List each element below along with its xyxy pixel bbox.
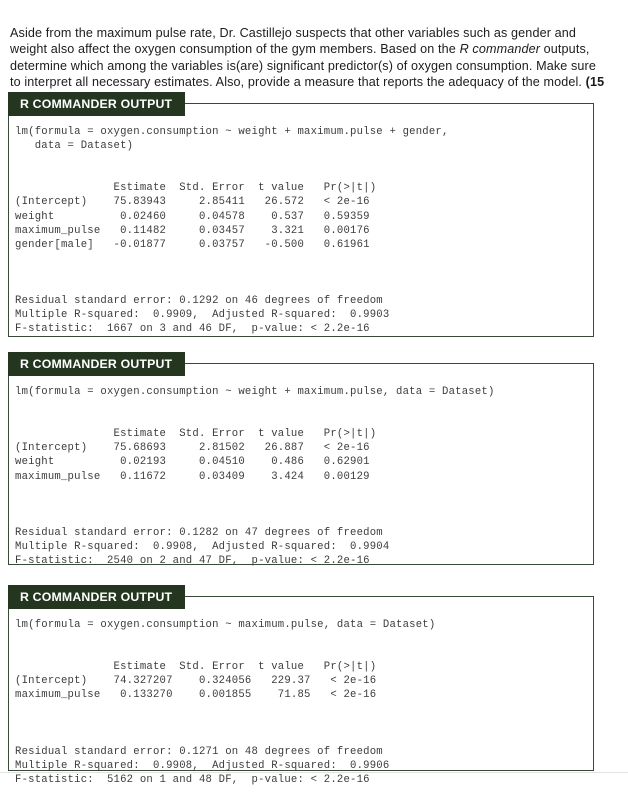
question-text-part-2: outputs, determine which among the varia…	[10, 42, 597, 90]
question-emphasis-r-commander: R commander	[459, 42, 541, 57]
output-frame-1: lm(formula = oxygen.consumption ~ weight…	[8, 103, 594, 337]
output-frame-2: lm(formula = oxygen.consumption ~ weight…	[8, 363, 594, 567]
page-bottom-rule	[0, 772, 628, 773]
output-badge-3: R COMMANDER OUTPUT	[8, 585, 186, 609]
output-frame-3: lm(formula = oxygen.consumption ~ maximu…	[8, 596, 594, 786]
output-text-3: lm(formula = oxygen.consumption ~ maximu…	[15, 619, 436, 787]
output-badge-1: R COMMANDER OUTPUT	[8, 92, 186, 116]
output-badge-2: R COMMANDER OUTPUT	[8, 352, 186, 376]
output-text-2: lm(formula = oxygen.consumption ~ weight…	[15, 386, 495, 568]
question-text-part-1: Aside from the maximum pulse rate, Dr. C…	[10, 25, 577, 57]
output-text-1: lm(formula = oxygen.consumption ~ weight…	[15, 126, 449, 336]
